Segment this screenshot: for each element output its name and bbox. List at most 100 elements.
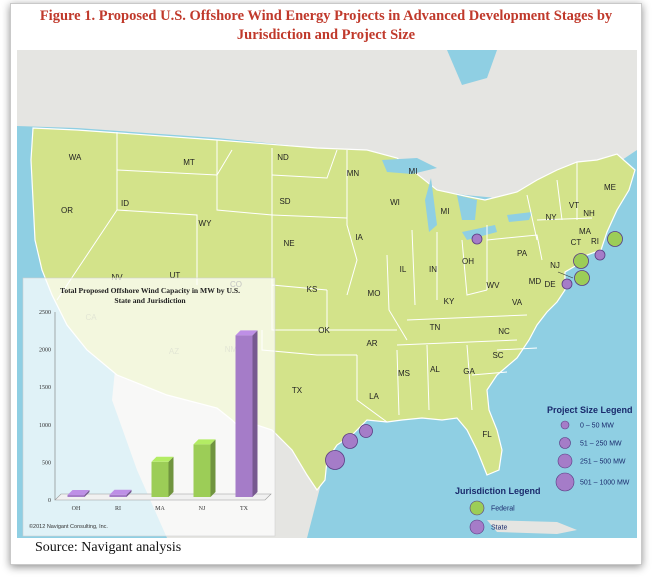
figure-title-line-2: Jurisdiction and Project Size	[236, 27, 416, 43]
jurisdiction-legend: Jurisdiction Legend Federal State	[455, 486, 541, 535]
size-legend-swatch	[560, 420, 570, 430]
bar-front-oh	[67, 495, 85, 497]
lake-ontario	[507, 212, 532, 222]
bar-ri	[109, 489, 132, 497]
state-label-ky: KY	[444, 297, 455, 306]
chart-y-tick-label: 500	[42, 460, 51, 466]
jurisdiction-legend-item: State	[469, 519, 507, 535]
project-marker-tx	[325, 450, 345, 470]
state-label-tx: TX	[292, 386, 303, 395]
state-label-ia: IA	[355, 233, 363, 242]
chart-x-tick-label-ri: RI	[115, 506, 121, 512]
bar-front-ma	[151, 461, 169, 497]
size-legend-label: 0 – 50 MW	[580, 423, 614, 430]
state-label-mi-l: MI	[441, 207, 450, 216]
jurisdiction-legend-title: Jurisdiction Legend	[455, 486, 541, 496]
figure-title: Figure 1. Proposed U.S. Offshore Wind En…	[11, 4, 641, 45]
size-legend-item: 251 – 500 MW	[557, 453, 626, 469]
jurisdiction-legend-swatch	[469, 519, 485, 535]
bar-ma	[151, 456, 174, 497]
size-legend: Project Size Legend 0 – 50 MW 51 – 250 MW…	[547, 405, 633, 492]
size-legend-label: 501 – 1000 MW	[580, 480, 630, 487]
state-label-wi: WI	[390, 198, 400, 207]
state-label-mn: MN	[347, 169, 360, 178]
state-label-ar: AR	[366, 339, 377, 348]
chart-y-tick-label: 1000	[39, 423, 51, 429]
project-marker-tx	[359, 424, 373, 438]
state-label-tn: TN	[430, 323, 441, 332]
size-legend-label: 251 – 500 MW	[580, 459, 626, 466]
bar-side-ma	[168, 456, 174, 497]
state-label-nc: NC	[498, 327, 510, 336]
chart-y-tick-label: 1500	[39, 385, 51, 391]
state-label-or: OR	[61, 206, 73, 215]
jurisdiction-legend-swatch	[469, 500, 485, 516]
leader-line	[557, 271, 574, 279]
state-label-ga: GA	[463, 367, 475, 376]
state-label-mi-u: MI	[409, 167, 418, 176]
chart-x-tick-label-ma: MA	[155, 506, 165, 512]
lake-huron	[457, 195, 477, 220]
jurisdiction-legend-label: State	[491, 525, 507, 532]
project-marker-nj	[573, 253, 589, 269]
source-note: Source: Navigant analysis	[35, 540, 182, 555]
bar-oh	[67, 490, 90, 497]
size-legend-swatch	[559, 437, 571, 449]
state-label-wa: WA	[69, 153, 82, 162]
size-legend-item: 0 – 50 MW	[560, 420, 614, 430]
lake-erie	[462, 225, 497, 240]
state-label-ma: MA	[579, 227, 592, 236]
state-label-md: MD	[529, 277, 542, 286]
state-label-ri: RI	[591, 237, 599, 246]
bar-top-tx	[235, 330, 258, 336]
bar-top-oh	[67, 490, 90, 495]
state-borders	[56, 132, 593, 423]
state-label-sd: SD	[279, 197, 290, 206]
bar-top-ma	[151, 456, 174, 462]
inset-chart: Total Proposed Offshore Wind Capacity in…	[22, 277, 276, 537]
us-map: WA OR ID MT WY ND SD NE MN IA WI MI MI IL IN OH PA NY VT NH…	[17, 50, 637, 538]
size-legend-swatch	[555, 472, 575, 492]
bar-side-ri	[126, 489, 132, 497]
inset-chart-title-line-1: Total Proposed Offshore Wind Capacity in…	[60, 286, 240, 295]
state-label-fl: FL	[482, 430, 492, 439]
state-label-nd: ND	[277, 153, 289, 162]
state-label-va: VA	[512, 298, 523, 307]
size-legend-items: 0 – 50 MW 51 – 250 MW 251 – 500 MW 501 – 10…	[555, 420, 630, 492]
bar-nj	[193, 439, 216, 497]
figure-title-line-1: Figure 1. Proposed U.S. Offshore Wind En…	[39, 8, 613, 24]
chart-bars	[67, 330, 258, 497]
bar-front-nj	[193, 444, 211, 497]
project-markers	[325, 231, 623, 470]
copyright-text: ©2012 Navigant Consulting, Inc.	[29, 523, 108, 530]
state-label-id: ID	[121, 199, 129, 208]
bar-side-tx	[252, 330, 258, 497]
chart-x-tick-label-nj: NJ	[199, 506, 206, 512]
state-label-ne: NE	[283, 239, 294, 248]
state-label-ny: NY	[545, 213, 557, 222]
jurisdiction-legend-items: Federal State	[469, 500, 515, 535]
state-label-il: IL	[400, 265, 407, 274]
chart-x-tick-labels: OH RI MA NJ TX	[72, 506, 249, 512]
jurisdiction-legend-item: Federal	[469, 500, 515, 516]
size-legend-label: 51 – 250 MW	[580, 441, 622, 448]
state-label-nj: NJ	[550, 261, 560, 270]
state-label-de: DE	[544, 280, 555, 289]
bar-top-nj	[193, 439, 216, 445]
state-label-wy: WY	[199, 219, 213, 228]
project-marker-oh	[471, 233, 483, 245]
state-label-ct: CT	[571, 238, 582, 247]
size-legend-item: 51 – 250 MW	[559, 437, 622, 449]
state-label-mt: MT	[183, 158, 195, 167]
chart-y-tick-label: 2500	[39, 310, 51, 316]
project-marker-de	[561, 278, 573, 290]
bar-side-oh	[84, 490, 90, 497]
state-label-me: ME	[604, 183, 616, 192]
project-marker-nj	[574, 270, 590, 286]
project-marker-ri	[594, 249, 606, 261]
project-marker-ma	[607, 231, 623, 247]
state-label-oh: OH	[462, 257, 474, 266]
bar-top-ri	[109, 489, 132, 495]
figure-frame: Figure 1. Proposed U.S. Offshore Wind En…	[10, 3, 642, 565]
chart-x-tick-label-oh: OH	[72, 506, 81, 512]
